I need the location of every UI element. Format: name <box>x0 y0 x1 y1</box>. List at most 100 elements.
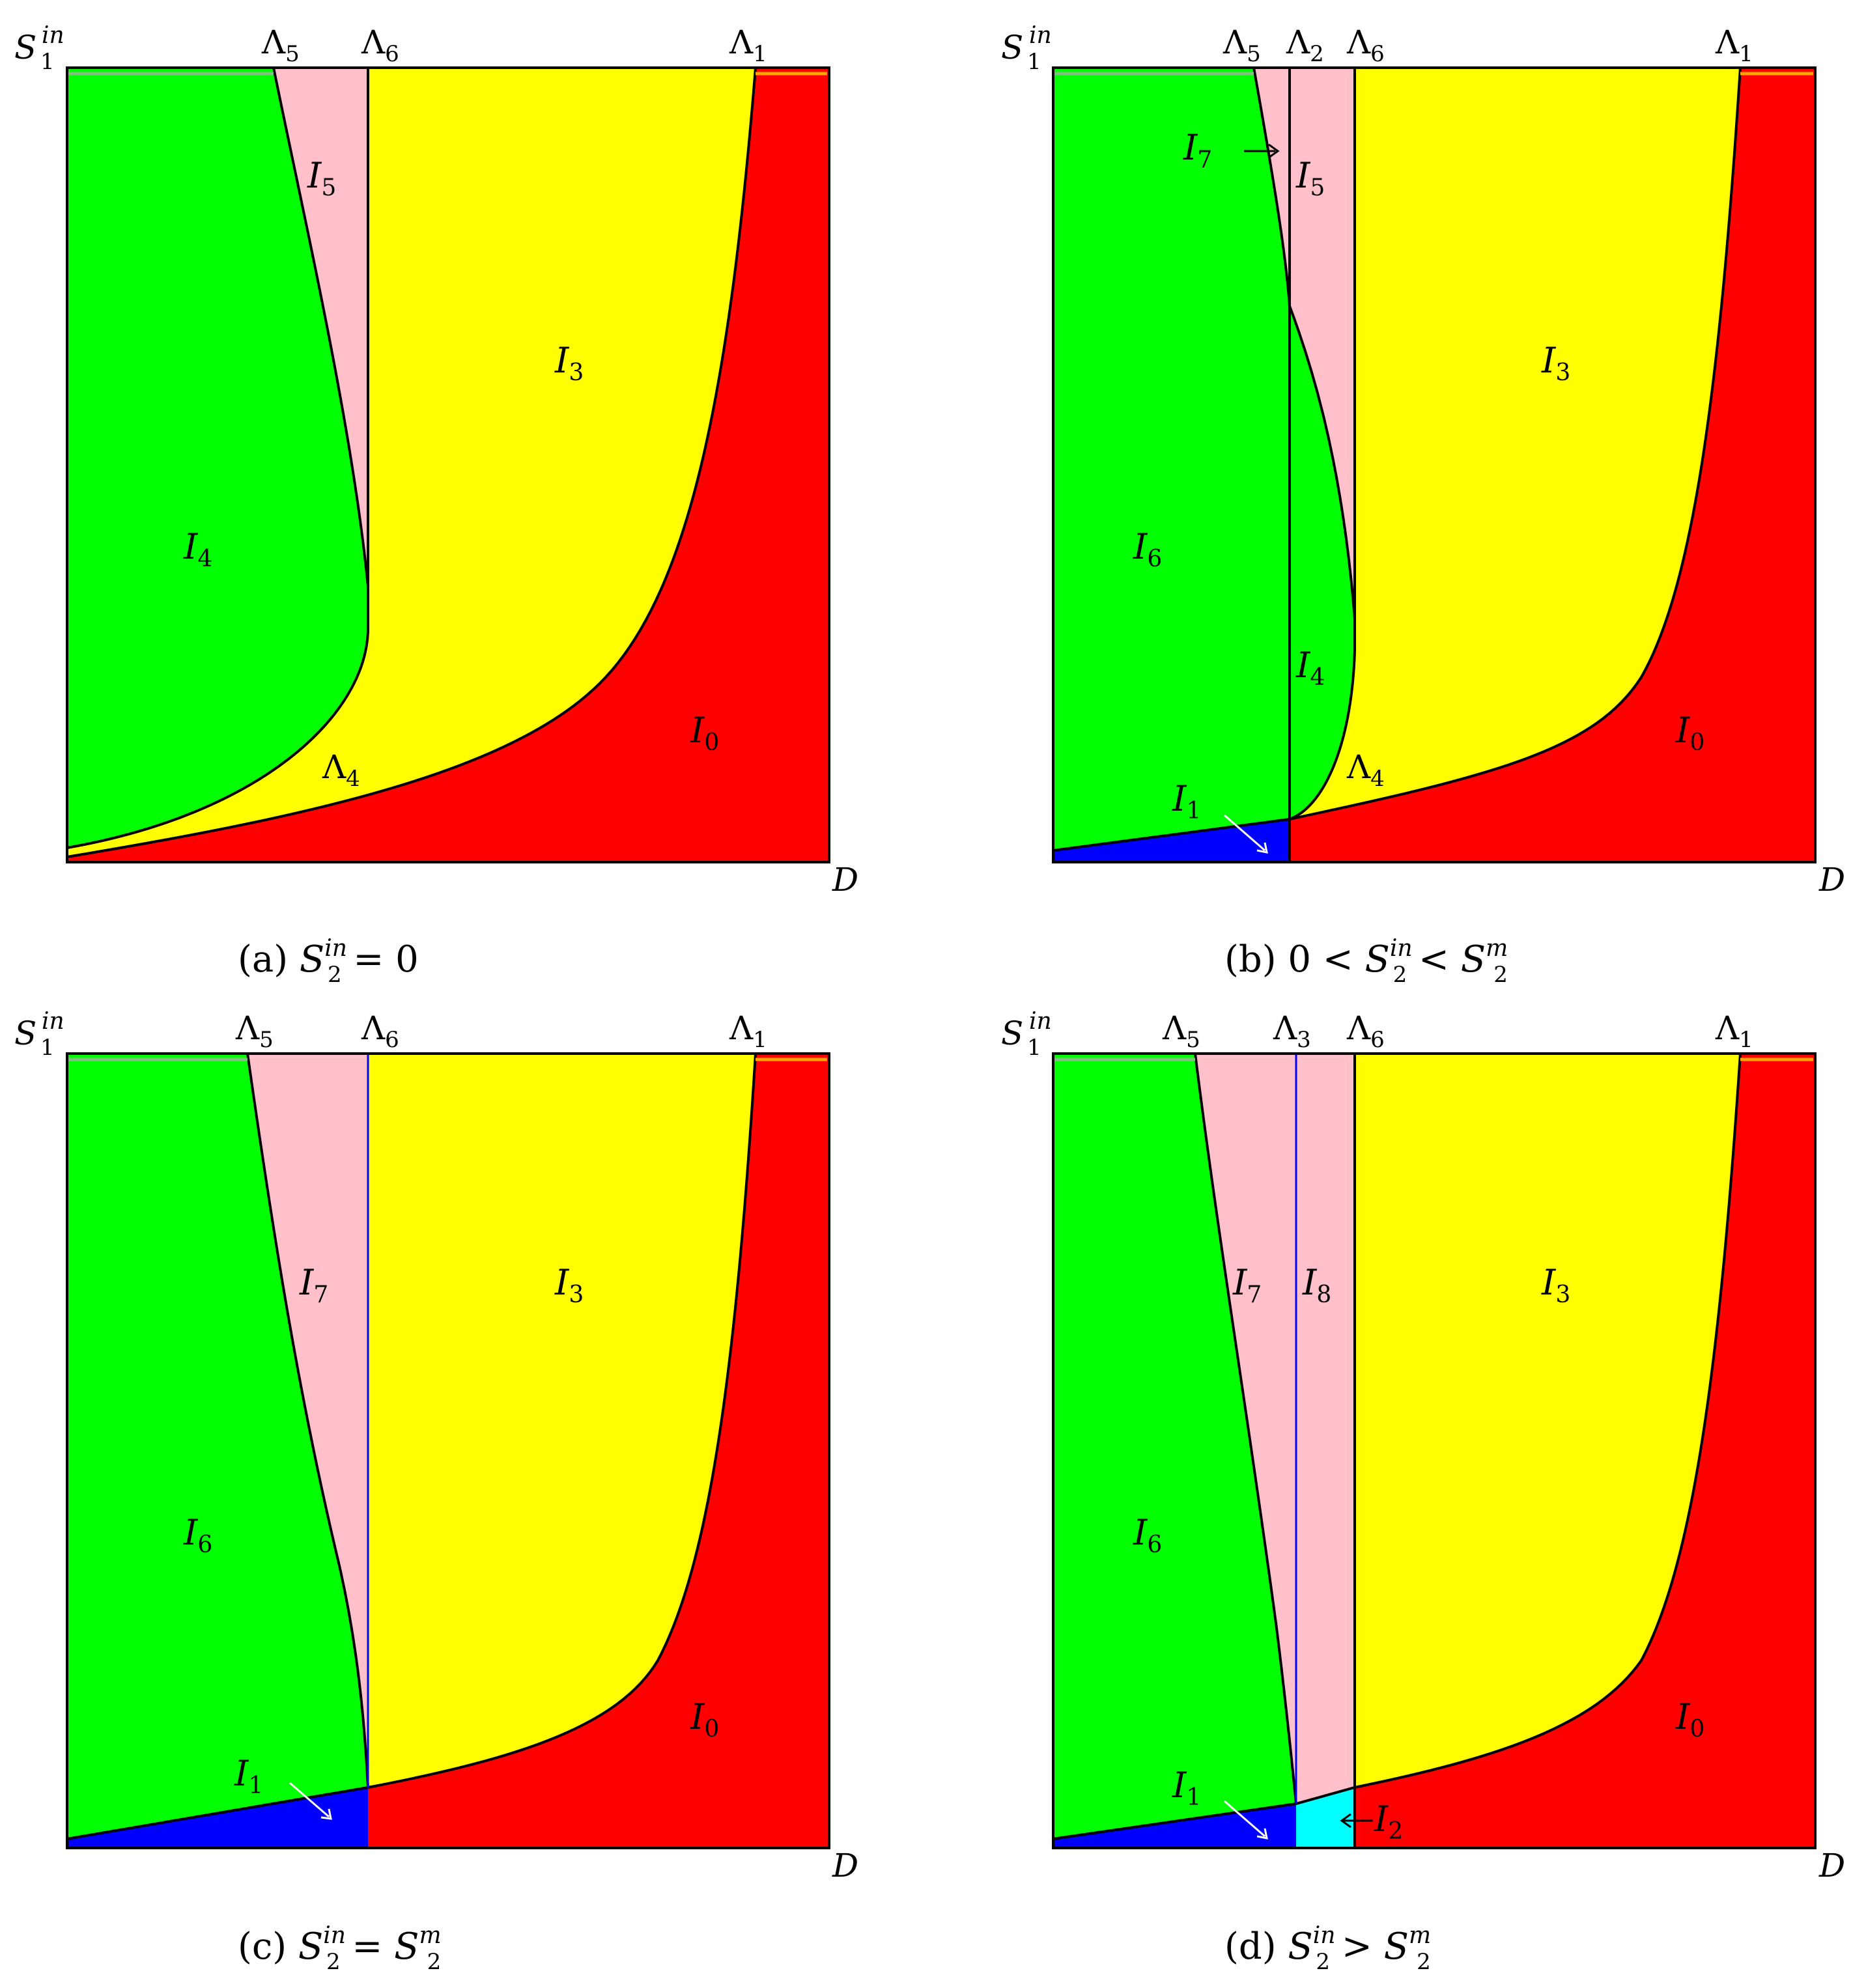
region-label-I0: I0 <box>690 710 719 756</box>
lambda-label-1: Λ1 <box>729 1009 767 1053</box>
y-axis-label-sub: 1 <box>40 49 55 75</box>
arrow-I7-head <box>1268 143 1280 159</box>
lambda-label-6: Λ6 <box>1346 23 1385 67</box>
y-axis-label-sup: in <box>1029 1008 1052 1035</box>
region-I3 <box>67 68 756 857</box>
y-axis-label: S <box>1001 1015 1023 1052</box>
x-axis-label: D <box>832 1847 858 1884</box>
region-I1 <box>1053 819 1290 862</box>
arrow-I1 <box>1224 814 1265 852</box>
lambda-label-3: Λ3 <box>1273 1009 1311 1053</box>
region-label-I3: I3 <box>554 1262 584 1308</box>
region-I4 <box>67 68 368 848</box>
y-axis-label-sup: in <box>42 22 64 49</box>
arrow-I1 <box>1224 1800 1265 1838</box>
panel-d: S 1 in D Λ5 Λ3 Λ6 Λ1 I7 I8 I3 I6 I0 I1 I… <box>1001 1008 1845 1975</box>
region-label-I3: I3 <box>1541 1262 1570 1308</box>
y-axis-label-sup: in <box>42 1008 64 1035</box>
region-label-I6: I6 <box>1133 1512 1162 1558</box>
region-label-I7: I7 <box>1232 1262 1262 1308</box>
region-label-I6: I6 <box>1133 526 1162 572</box>
region-label-I2: I2 <box>1374 1799 1403 1845</box>
region-label-I1: I1 <box>1172 1765 1201 1811</box>
region-I1 <box>1053 1804 1296 1848</box>
boundary-lambda1-curve <box>66 1053 757 1840</box>
region-label-I0: I0 <box>1675 710 1704 756</box>
region-label-I8: I8 <box>1302 1262 1331 1308</box>
plot-frame <box>1052 1052 1817 1849</box>
region-I1 <box>67 1787 368 1848</box>
panel-c-plot-area <box>66 1052 830 1849</box>
boundary-lambda5-curve <box>246 1053 369 1788</box>
arrow-I1-head <box>320 1808 332 1820</box>
lambda-label-1: Λ1 <box>1715 23 1753 67</box>
lambda-label-6: Λ6 <box>361 23 399 67</box>
lambda-label-6: Λ6 <box>361 1009 399 1053</box>
plot-frame <box>66 66 830 863</box>
boundary-lambda1-curve <box>1053 1053 1742 1840</box>
region-I6 <box>67 1054 368 1839</box>
lambda-label-5: Λ5 <box>235 1009 274 1053</box>
region-I6 <box>1053 1054 1296 1839</box>
x-axis-label: D <box>1818 1847 1845 1884</box>
region-label-I3: I3 <box>1541 340 1570 386</box>
region-label-I5: I5 <box>1295 155 1325 201</box>
region-label-I1: I1 <box>1172 778 1201 824</box>
arrow-I1-head <box>1256 1828 1268 1840</box>
region-I4 <box>1290 306 1355 819</box>
y-axis-label-sub: 1 <box>1027 1035 1041 1061</box>
lambda-label-5: Λ5 <box>1162 1009 1200 1053</box>
panel-a-plot-area <box>66 66 830 863</box>
region-label-I4: I4 <box>183 526 212 572</box>
panel-d-caption: (d) Sin 2 > Sm 2 <box>1224 1922 1431 1975</box>
plot-frame <box>1052 66 1817 863</box>
region-label-I6: I6 <box>183 1512 212 1558</box>
boundary-lambda1-curve <box>1053 67 1742 852</box>
panel-c: S 1 in D Λ5 Λ6 Λ1 I7 I3 I6 I0 I1 (c) Sin… <box>14 1008 858 1975</box>
region-label-I5: I5 <box>307 155 336 201</box>
region-label-I3: I3 <box>554 340 584 386</box>
region-I3 <box>1290 68 1740 819</box>
panel-a-caption: (a) Sin 2 = 0 <box>238 935 419 988</box>
panel-a: S 1 in D Λ5 Λ6 Λ1 I5 I3 I4 I0 Λ4 (a) Sin… <box>14 22 858 988</box>
region-I6 <box>1053 68 1290 850</box>
lambda-label-1: Λ1 <box>1715 1009 1753 1053</box>
region-I8 <box>1296 1054 1355 1804</box>
arrow-I2-head <box>1340 1813 1351 1828</box>
y-axis-label: S <box>14 29 36 66</box>
boundary-lambda1-curve <box>66 67 757 858</box>
region-label-I7: I7 <box>299 1262 328 1308</box>
arrow-I1-head <box>1256 842 1268 854</box>
region-I5 <box>274 68 368 586</box>
y-axis-label-sup: in <box>1029 22 1052 49</box>
lambda-label-4: Λ4 <box>322 748 360 792</box>
region-I3 <box>1355 1054 1740 1787</box>
lambda-label-1: Λ1 <box>729 23 767 67</box>
x-axis-label: D <box>1818 861 1845 899</box>
y-axis-label-sub: 1 <box>40 1035 55 1061</box>
region-label-I4: I4 <box>1295 645 1325 691</box>
region-I2 <box>1296 1787 1355 1848</box>
plot-frame <box>66 1052 830 1849</box>
lambda-label-2: Λ2 <box>1286 23 1324 67</box>
panel-b: S 1 in D Λ5 Λ2 Λ6 Λ1 I7 I5 I3 I6 I4 I0 I… <box>1001 22 1845 988</box>
region-label-I0: I0 <box>1675 1696 1704 1743</box>
region-I7 <box>1254 68 1290 306</box>
panel-b-plot-area <box>1052 66 1817 863</box>
panel-d-plot-area <box>1052 1052 1817 1849</box>
y-axis-label: S <box>1001 29 1023 66</box>
region-I3 <box>368 1054 756 1787</box>
y-axis-label: S <box>14 1015 36 1052</box>
region-label-I1: I1 <box>234 1753 263 1799</box>
boundary-lambda5-curve <box>1194 1053 1297 1804</box>
region-I7 <box>1195 1054 1296 1804</box>
region-label-I0: I0 <box>690 1696 719 1743</box>
lambda-label-5: Λ5 <box>1223 23 1261 67</box>
boundary-lambda4-curve <box>1252 67 1356 820</box>
lambda-label-6: Λ6 <box>1346 1009 1385 1053</box>
lambda-label-5: Λ5 <box>261 23 300 67</box>
panel-c-caption: (c) Sin 2 = Sm 2 <box>238 1922 442 1975</box>
lambda-label-4: Λ4 <box>1346 748 1385 792</box>
x-axis-label: D <box>832 861 858 899</box>
